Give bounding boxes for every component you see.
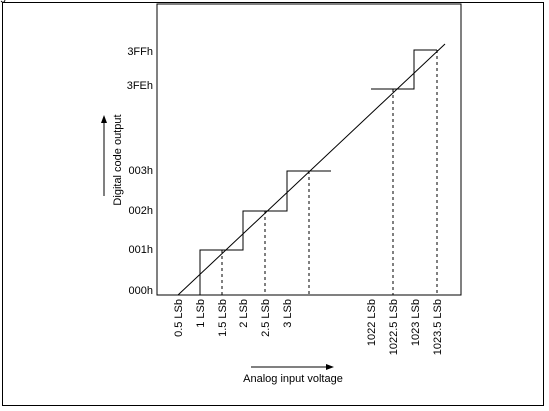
plot-area-border: [156, 3, 462, 296]
x-label-1023lsb: 1023 LSb: [410, 299, 422, 346]
y-label-001h: 001h: [129, 244, 153, 256]
y-label-002h: 002h: [129, 205, 153, 217]
y-label-3ffh: 3FFh: [127, 46, 153, 58]
ideal-transfer-line: [177, 43, 446, 296]
y-label-3feh: 3FEh: [127, 80, 153, 92]
x-label-1lsb: 1 LSb: [195, 299, 207, 328]
x-label-1023-5lsb: 1023.5 LSb: [432, 299, 444, 355]
figure-caption-fragment: g: [0, 0, 6, 3]
x-label-2lsb: 2 LSb: [238, 299, 250, 328]
x-label-2-5lsb: 2.5 LSb: [260, 299, 272, 337]
x-label-1022-5lsb: 1022.5 LSb: [388, 299, 400, 355]
x-label-1022lsb: 1022 LSb: [366, 299, 378, 346]
x-axis-arrow: [251, 364, 334, 370]
figure-frame: [2, 2, 544, 406]
staircase-lower: [199, 170, 331, 295]
y-label-003h: 003h: [129, 165, 153, 177]
x-label-1-5lsb: 1.5 LSb: [217, 299, 229, 337]
y-label-000h: 000h: [129, 285, 153, 297]
x-axis-title: Analog input voltage: [243, 373, 343, 385]
y-axis-title: Digital code output: [112, 114, 124, 205]
x-label-0-5lsb: 0.5 LSb: [173, 299, 185, 337]
x-label-3lsb: 3 LSb: [282, 299, 294, 328]
y-axis-arrow: [101, 115, 107, 196]
